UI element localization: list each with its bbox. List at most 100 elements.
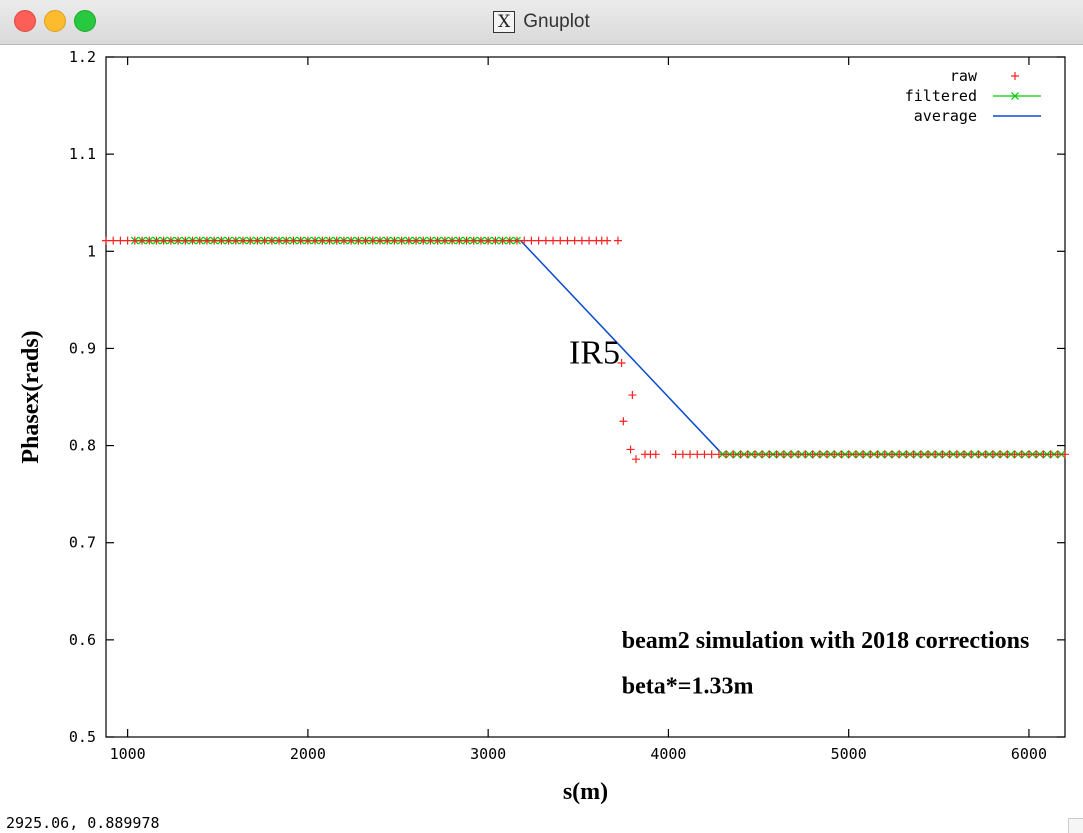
- series-raw-point: [686, 450, 695, 459]
- annotation-note-2: beta*=1.33m: [622, 674, 754, 700]
- series-raw-point: [116, 236, 125, 245]
- series-raw-point: [895, 450, 904, 459]
- series-raw-point: [628, 391, 637, 400]
- series-raw-point: [513, 236, 521, 245]
- series-raw-point: [960, 450, 969, 459]
- series-raw-point: [613, 236, 622, 245]
- series-raw-point: [390, 236, 399, 245]
- series-raw-point: [758, 450, 767, 459]
- series-raw-point: [823, 450, 832, 459]
- series-raw-point: [619, 417, 628, 426]
- series-raw-point: [1024, 450, 1033, 459]
- series-raw-point: [851, 450, 860, 459]
- series-raw-point: [534, 236, 543, 245]
- series-raw-point: [626, 445, 635, 454]
- resize-grip[interactable]: [1068, 818, 1083, 833]
- series-raw-point: [397, 236, 406, 245]
- series-raw-point: [722, 450, 731, 459]
- series-raw-point: [311, 236, 320, 245]
- series-raw-point: [794, 450, 803, 459]
- series-raw-point: [1053, 450, 1062, 459]
- series-raw-point: [224, 236, 233, 245]
- series-raw-point: [880, 450, 889, 459]
- x-axis-label: s(m): [563, 779, 608, 805]
- series-raw-point: [779, 450, 788, 459]
- series-raw-point: [693, 450, 702, 459]
- series-raw-point: [678, 450, 687, 459]
- series-raw-point: [988, 450, 997, 459]
- series-raw-point: [498, 236, 507, 245]
- series-raw-point: [765, 450, 774, 459]
- series-raw-point: [484, 236, 493, 245]
- window-title-group: X Gnuplot: [0, 0, 1083, 44]
- series-raw-point: [808, 450, 817, 459]
- series-raw-point: [339, 236, 348, 245]
- series-raw-point: [210, 236, 219, 245]
- series-raw-point: [736, 450, 745, 459]
- series-raw-point: [729, 450, 738, 459]
- y-tick-label: 0.5: [69, 728, 96, 746]
- minimize-window-button[interactable]: [44, 10, 66, 32]
- y-tick-label: 0.9: [69, 339, 96, 357]
- series-raw-point: [239, 236, 247, 245]
- plot-area-container[interactable]: 0.5 0.6 0.7 0.8 0.9 1 1.1 1.2 1000 2000 3000 4000 50…: [0, 45, 1083, 833]
- series-raw-point: [931, 450, 940, 459]
- x-tick-label: 3000: [470, 745, 506, 763]
- series-raw-point: [376, 236, 384, 245]
- series-raw-point: [231, 236, 240, 245]
- series-raw-point: [433, 236, 442, 245]
- series-raw-point: [267, 236, 276, 245]
- series-raw-point: [844, 450, 853, 459]
- series-raw-point: [570, 236, 579, 245]
- y-axis-label: Phasex(rads): [18, 330, 44, 463]
- series-raw-point: [585, 236, 594, 245]
- series-raw-point: [440, 236, 449, 245]
- series-raw-point: [750, 450, 759, 459]
- series-raw-point: [801, 450, 810, 459]
- series-raw-point: [332, 236, 341, 245]
- series-raw-point: [996, 450, 1005, 459]
- series-raw-point: [830, 450, 839, 459]
- series-raw-point: [145, 236, 154, 245]
- series-raw-point: [924, 450, 932, 459]
- annotation-ir5: IR5: [569, 334, 620, 371]
- gnuplot-chart[interactable]: 0.5 0.6 0.7 0.8 0.9 1 1.1 1.2 1000 2000 3000 4000 50…: [0, 45, 1083, 833]
- series-raw-point: [383, 236, 392, 245]
- title-bar[interactable]: X Gnuplot: [0, 0, 1083, 45]
- series-raw-point: [455, 236, 464, 245]
- series-raw-point: [1046, 450, 1055, 459]
- series-raw-point: [1061, 450, 1069, 459]
- legend-label-filtered: filtered: [905, 87, 977, 105]
- series-raw-point: [549, 236, 558, 245]
- series-raw-point: [462, 236, 471, 245]
- series-raw-point: [325, 236, 334, 245]
- series-raw-point: [123, 236, 132, 245]
- annotation-note-1: beam2 simulation with 2018 corrections: [622, 628, 1030, 654]
- series-raw-point: [217, 236, 226, 245]
- series-raw-point: [130, 236, 139, 245]
- series-raw-point: [159, 236, 168, 245]
- close-window-button[interactable]: [14, 10, 36, 32]
- series-raw-point: [275, 236, 284, 245]
- series-raw-point: [419, 236, 428, 245]
- series-raw-point: [577, 236, 586, 245]
- x11-icon: X: [493, 11, 516, 33]
- series-raw-point: [671, 450, 680, 459]
- series-raw-point: [541, 236, 550, 245]
- series-raw-point: [152, 236, 161, 245]
- maximize-window-button[interactable]: [74, 10, 96, 32]
- series-raw-point: [289, 236, 298, 245]
- series-raw-point: [967, 450, 976, 459]
- series-raw-point: [700, 450, 709, 459]
- series-raw-point: [282, 236, 291, 245]
- series-raw-point: [469, 236, 478, 245]
- y-tick-label: 0.8: [69, 437, 96, 455]
- series-raw-point: [1039, 450, 1048, 459]
- series-raw-point: [202, 236, 211, 245]
- series-raw-point: [563, 236, 572, 245]
- series-raw-point: [404, 236, 413, 245]
- series-raw-point: [603, 236, 612, 245]
- series-raw-point: [491, 236, 500, 245]
- series-raw-point: [166, 236, 175, 245]
